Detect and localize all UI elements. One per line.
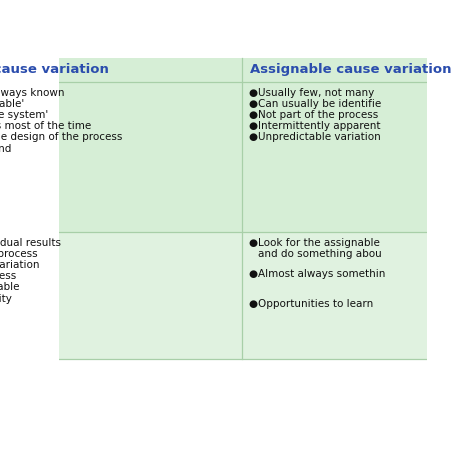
Text: ●: ● [248, 238, 257, 248]
Text: ●: ● [248, 300, 257, 310]
Text: ●: ● [248, 88, 257, 98]
Text: Not part of the process: Not part of the process [258, 110, 378, 120]
Text: ●: ● [248, 269, 257, 279]
Text: Look for the assignable: Look for the assignable [258, 238, 380, 248]
Text: Almost always somethin: Almost always somethin [258, 269, 385, 279]
Bar [0, 58, 474, 82]
Text: Predictable and: Predictable and [0, 144, 11, 154]
Text: ●: ● [248, 132, 257, 142]
Text: Also 'unknowable': Also 'unknowable' [0, 99, 24, 109]
Text: Look at individual results: Look at individual results [0, 238, 61, 248]
Text: ●: ● [248, 110, 257, 120]
Text: Causes are always known: Causes are always known [0, 88, 64, 98]
Text: Inherent in the design of the process: Inherent in the design of the process [0, 132, 122, 142]
Text: Is not acceptable: Is not acceptable [0, 283, 19, 292]
Text: Assignable cause variation: Assignable cause variation [250, 64, 451, 76]
Text: Can usually be identifie: Can usually be identifie [258, 99, 381, 109]
Text: Opportunities to learn: Opportunities to learn [258, 300, 373, 310]
Text: Common cause variation: Common cause variation [0, 64, 109, 76]
Text: ●: ● [248, 99, 257, 109]
Text: Encompasses most of the time: Encompasses most of the time [0, 121, 91, 131]
Text: Usually few, not many: Usually few, not many [258, 88, 374, 98]
Text: ●: ● [248, 121, 257, 131]
Text: Intermittently apparent: Intermittently apparent [258, 121, 380, 131]
Text: Amounts of variation: Amounts of variation [0, 260, 39, 270]
Text: Capable process: Capable process [0, 271, 16, 282]
Text: Unpredictable variation: Unpredictable variation [258, 132, 381, 142]
Text: A 'noise in the system': A 'noise in the system' [0, 110, 48, 120]
Bar [0, 82, 474, 232]
Text: improve quality: improve quality [0, 294, 12, 304]
Bar [0, 232, 474, 359]
Text: and do something abou: and do something abou [258, 249, 382, 259]
Text: Manage and process: Manage and process [0, 249, 37, 259]
